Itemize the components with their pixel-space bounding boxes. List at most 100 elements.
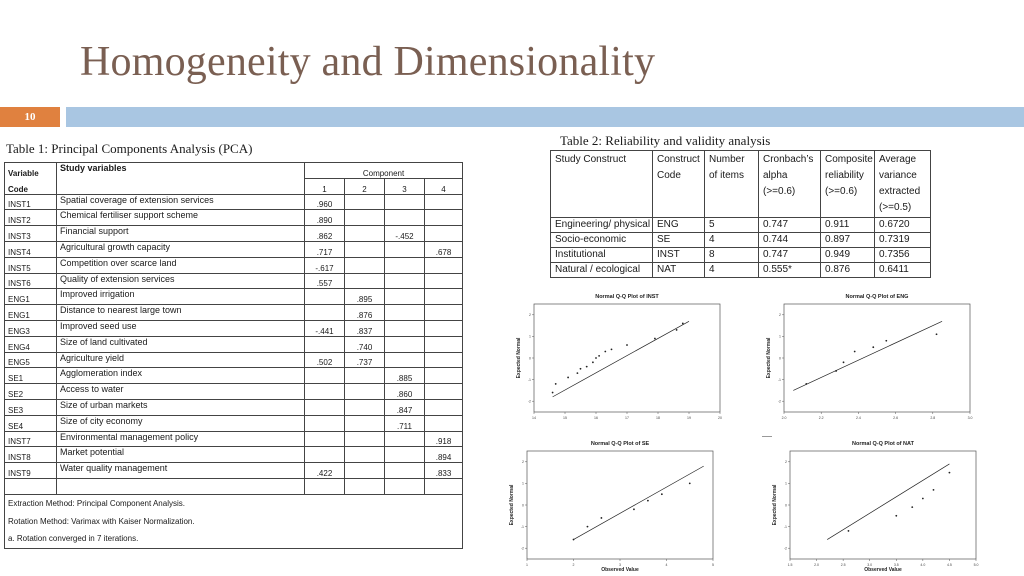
pca-loading: .557 [304, 272, 345, 290]
data-point [805, 383, 808, 385]
pca-variable-code: ENG1 [4, 288, 57, 306]
y-tick-label: -1 [521, 525, 524, 529]
pca-loading: .847 [384, 398, 425, 416]
reliability-cell: 0.6411 [874, 262, 931, 278]
pca-loading: .885 [384, 367, 425, 385]
reliability-header-line: Number [709, 154, 745, 165]
pca-study-header: Study variables [56, 162, 305, 195]
pca-variable-code: ENG5 [4, 351, 57, 369]
pca-loading [304, 414, 345, 432]
pca-note-row: Rotation Method: Varimax with Kaiser Nor… [3, 512, 464, 531]
y-tick-label: 1 [522, 482, 524, 486]
data-point [551, 391, 554, 394]
x-tick-label: 19 [687, 416, 691, 420]
pca-row: SE4 Size of city economy .711 [4, 414, 464, 432]
pca-loading [344, 383, 385, 400]
pca-study-variable: Agricultural growth capacity [56, 240, 305, 258]
pca-loading [344, 462, 385, 479]
divider [762, 436, 772, 437]
x-tick-label: 4.0 [920, 563, 925, 567]
reliability-row: Institutional INST 8 0.747 0.949 0.7356 [550, 247, 931, 263]
y-tick-label: 0 [785, 503, 787, 507]
pca-study-variable: Environmental management policy [56, 430, 305, 448]
y-tick-label: 2 [785, 460, 787, 464]
pca-loading [344, 240, 385, 258]
pca-variable-code: INST6 [4, 272, 57, 290]
reliability-header-line: Cronbach’s [763, 154, 814, 165]
qq-plot-svg: Normal Q-Q Plot of SE Expected Normal Obse… [509, 441, 714, 573]
y-tick-label: 1 [529, 335, 531, 339]
pca-loading [384, 304, 425, 321]
pca-row: INST5 Competition over scarce land -.617 [4, 256, 464, 274]
pca-loading [344, 430, 385, 448]
pca-row: ENG1 Distance to nearest large town .876 [4, 304, 464, 321]
x-tick-label: 15 [563, 416, 567, 420]
y-tick-label: -2 [784, 547, 787, 551]
reliability-header-line: of items [709, 170, 745, 181]
pca-loading [384, 288, 425, 306]
pca-loading [304, 430, 345, 448]
qq-plot-svg: Normal Q-Q Plot of NAT Expected Normal Obs… [772, 441, 978, 573]
x-tick-label: 14 [532, 416, 536, 420]
data-point [567, 376, 569, 379]
pca-loading [423, 209, 464, 227]
pca-loading [344, 367, 385, 385]
pca-variable-code: INST8 [4, 446, 57, 464]
pca-loading [423, 351, 464, 369]
pca-loading [304, 304, 345, 321]
reliability-cell: NAT [652, 262, 705, 278]
x-tick-label: 3.0 [867, 563, 872, 567]
x-tick-label: 2.2 [819, 416, 824, 420]
reliability-header-line: (>=0.5) [879, 202, 912, 213]
x-tick-label: 16 [594, 416, 598, 420]
pca-loading: .862 [304, 225, 345, 242]
pca-loading [344, 209, 385, 227]
pca-loading [384, 256, 425, 274]
plot-title: Normal Q-Q Plot of SE [591, 441, 650, 447]
pca-study-variable: Size of urban markets [56, 398, 305, 416]
y-tick-label: -2 [521, 547, 524, 551]
reliability-header-cell: Study Construct [550, 150, 653, 218]
pca-note-1: Extraction Method: Principal Component A… [3, 493, 464, 513]
reliability-header-line: reliability [825, 170, 864, 181]
pca-loading [384, 430, 425, 448]
pca-variable-code: INST9 [4, 462, 57, 479]
pca-loading: .894 [423, 446, 464, 464]
pca-col-3: 3 [384, 177, 425, 195]
x-tick-label: 2.0 [814, 563, 819, 567]
pca-study-variable: Market potential [56, 446, 305, 464]
pca-loading [304, 367, 345, 385]
data-point [647, 499, 649, 502]
reliability-header-line: Average [879, 154, 917, 165]
data-point [572, 538, 575, 541]
pca-study-variable: Agriculture yield [56, 351, 305, 369]
pca-loading: -.441 [304, 319, 345, 337]
reliability-cell: 4 [704, 232, 759, 248]
reliability-header-line: Construct [657, 154, 700, 165]
reliability-header-line: Study Construct [555, 154, 627, 165]
data-point [921, 497, 924, 500]
pca-loading [344, 225, 385, 242]
pca-note-row: Extraction Method: Principal Component A… [3, 493, 464, 513]
x-tick-label: 17 [625, 416, 629, 420]
reliability-cell: 0.744 [758, 232, 821, 248]
pca-loading [384, 272, 425, 290]
data-point [595, 357, 597, 359]
reliability-cell: Institutional [550, 247, 653, 263]
pca-col-1: 1 [304, 177, 345, 195]
pca-header-row: Variable Study variables Component [4, 162, 464, 195]
reference-line [793, 320, 943, 391]
pca-variable-code: INST4 [4, 240, 57, 258]
pca-note-2: Rotation Method: Varimax with Kaiser Nor… [3, 512, 464, 531]
pca-variable-header: Variable [4, 162, 57, 179]
y-tick-label: -2 [778, 400, 781, 404]
reliability-cell: 0.949 [820, 247, 875, 263]
y-tick-label: 0 [779, 356, 781, 360]
data-point [604, 350, 607, 353]
pca-loading: -.617 [304, 256, 345, 274]
data-point [554, 383, 557, 385]
data-point [576, 372, 579, 375]
reliability-cell: INST [652, 247, 705, 263]
x-tick-label: 2.6 [893, 416, 898, 420]
pca-loading [384, 193, 425, 211]
